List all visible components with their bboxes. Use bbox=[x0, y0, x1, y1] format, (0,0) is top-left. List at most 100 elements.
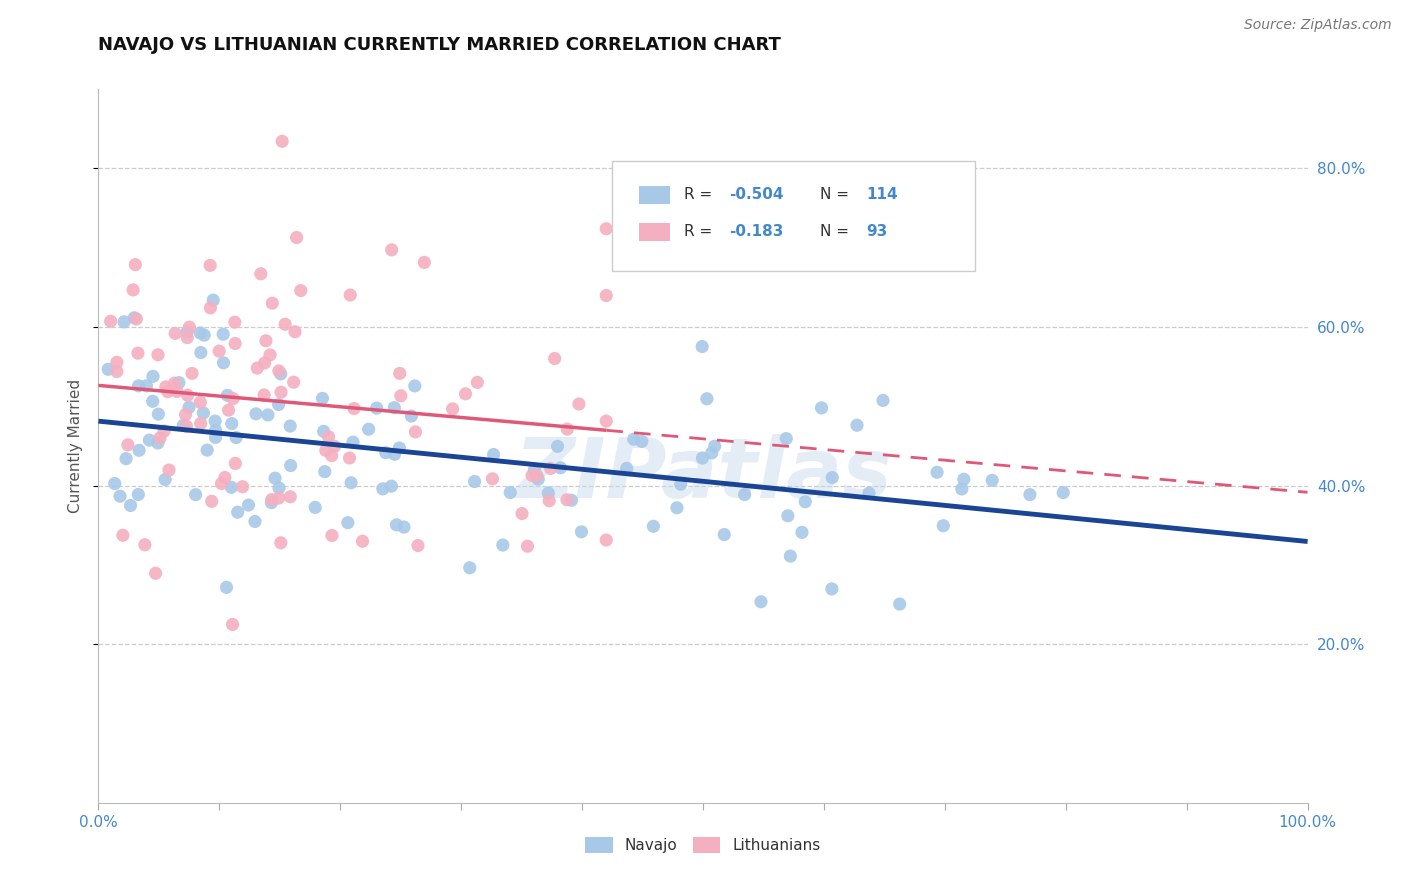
Point bbox=[221, 617, 243, 632]
Point bbox=[232, 480, 254, 494]
Point bbox=[492, 538, 515, 552]
Point bbox=[188, 326, 211, 340]
Point bbox=[176, 419, 198, 434]
Point bbox=[616, 461, 638, 475]
Point bbox=[215, 580, 238, 594]
Point bbox=[125, 312, 148, 326]
Point bbox=[260, 492, 283, 507]
Point bbox=[138, 433, 160, 447]
Point bbox=[810, 401, 832, 415]
Point bbox=[352, 534, 374, 549]
Point bbox=[127, 487, 149, 501]
Point bbox=[696, 392, 718, 406]
Text: N =: N = bbox=[820, 225, 855, 239]
Point bbox=[146, 436, 169, 450]
Point bbox=[323, 439, 346, 453]
Point bbox=[127, 346, 149, 360]
Point bbox=[267, 491, 290, 505]
Point bbox=[238, 498, 260, 512]
Point bbox=[516, 539, 538, 553]
Point bbox=[104, 476, 127, 491]
FancyBboxPatch shape bbox=[638, 223, 671, 241]
Point bbox=[1019, 487, 1042, 501]
Point bbox=[115, 451, 138, 466]
Point bbox=[342, 435, 364, 450]
Point bbox=[550, 460, 572, 475]
Point bbox=[336, 516, 359, 530]
Point bbox=[749, 595, 772, 609]
Point bbox=[201, 494, 224, 508]
Point bbox=[278, 490, 301, 504]
Point bbox=[953, 472, 976, 486]
Point bbox=[246, 361, 269, 376]
Point bbox=[257, 408, 280, 422]
Point bbox=[166, 384, 188, 399]
Point bbox=[253, 388, 276, 402]
Point bbox=[981, 474, 1004, 488]
Point bbox=[321, 528, 343, 542]
Point bbox=[174, 408, 197, 422]
Point bbox=[540, 461, 562, 475]
Point bbox=[267, 481, 290, 495]
Point bbox=[105, 364, 128, 378]
Point bbox=[211, 476, 233, 491]
Point bbox=[259, 348, 281, 362]
Point bbox=[163, 376, 186, 391]
Point bbox=[202, 293, 225, 307]
Point bbox=[380, 479, 402, 493]
Point bbox=[321, 449, 343, 463]
Point bbox=[128, 443, 150, 458]
Point bbox=[339, 450, 361, 465]
Point bbox=[270, 385, 292, 400]
Point bbox=[105, 355, 128, 369]
Point bbox=[212, 356, 235, 370]
Point bbox=[526, 468, 548, 483]
Point bbox=[537, 486, 560, 500]
Point bbox=[779, 549, 801, 563]
Point bbox=[243, 515, 266, 529]
Point bbox=[179, 320, 201, 334]
Point bbox=[482, 448, 505, 462]
Point bbox=[157, 463, 180, 477]
Point bbox=[108, 489, 131, 503]
Point bbox=[568, 397, 591, 411]
Point bbox=[124, 258, 146, 272]
Point bbox=[224, 457, 246, 471]
Point bbox=[225, 431, 247, 445]
Point bbox=[146, 348, 169, 362]
Point bbox=[176, 325, 198, 339]
Point bbox=[776, 508, 799, 523]
Point bbox=[458, 561, 481, 575]
Point bbox=[510, 507, 533, 521]
Point bbox=[595, 533, 617, 547]
Point bbox=[193, 328, 215, 343]
Point bbox=[254, 334, 277, 348]
Point bbox=[846, 418, 869, 433]
Point bbox=[392, 520, 415, 534]
Text: R =: R = bbox=[683, 187, 717, 202]
Point bbox=[204, 414, 226, 428]
Point bbox=[595, 288, 617, 302]
Point bbox=[339, 288, 361, 302]
Text: Source: ZipAtlas.com: Source: ZipAtlas.com bbox=[1244, 18, 1392, 32]
Point bbox=[267, 364, 290, 378]
Point bbox=[713, 527, 735, 541]
Point bbox=[595, 221, 617, 235]
Point bbox=[464, 475, 486, 489]
Point bbox=[381, 243, 404, 257]
Point bbox=[250, 267, 273, 281]
Point bbox=[142, 369, 165, 384]
Point bbox=[932, 518, 955, 533]
Point bbox=[155, 380, 177, 394]
Point bbox=[560, 493, 582, 508]
Point bbox=[217, 388, 239, 402]
Point bbox=[148, 407, 170, 421]
Point bbox=[172, 418, 194, 433]
Point bbox=[222, 392, 245, 406]
Point bbox=[176, 330, 198, 344]
Point bbox=[523, 462, 546, 476]
Point bbox=[872, 393, 894, 408]
Point bbox=[389, 389, 412, 403]
Point bbox=[190, 345, 212, 359]
Text: ZIPatlas: ZIPatlas bbox=[515, 434, 891, 515]
